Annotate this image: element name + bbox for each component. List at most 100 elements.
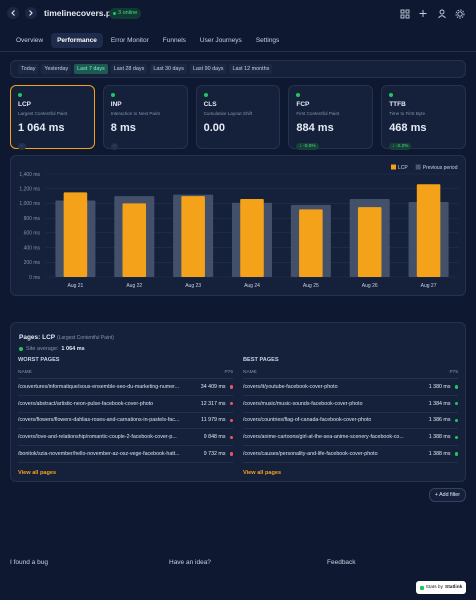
page-path: /covers/causes/personality-and-life-face… xyxy=(243,451,378,458)
range-pill[interactable]: Yesterday xyxy=(41,64,72,74)
page-value: 1 388 ms xyxy=(429,451,458,457)
range-pill[interactable]: Last 12 months xyxy=(229,64,273,74)
back-button[interactable] xyxy=(7,7,19,19)
grid-icon xyxy=(405,9,410,14)
metric-card[interactable]: CLS Cumulative Layout Shift 0.00 xyxy=(195,85,281,149)
footer-link[interactable]: I found a bug xyxy=(10,559,48,566)
bar xyxy=(299,209,323,277)
tab[interactable]: Performance xyxy=(51,33,103,48)
page-path: /covers/it/youtube-facebook-cover-photo xyxy=(243,383,338,390)
metric-value: 884 ms xyxy=(296,122,334,134)
metric-card[interactable]: FCP First Contentful Paint 884 ms ↓ -0.5% xyxy=(288,85,374,150)
tab[interactable]: User Journeys xyxy=(199,37,242,44)
site-title: timelinecovers.pro xyxy=(44,8,120,18)
range-pill[interactable]: Last 7 days xyxy=(74,64,108,74)
page-p75: 12 317 ms xyxy=(200,400,226,407)
y-tick-label: 0 ms xyxy=(29,275,40,281)
site-average: Site average: 1 064 ms xyxy=(19,346,85,352)
online-badge: 3 online xyxy=(109,8,142,19)
footer-link[interactable]: Feedback xyxy=(327,559,356,566)
page-path: /covers/love-and-relationship/romantic-c… xyxy=(18,434,177,441)
page-value: 1 388 ms xyxy=(429,434,458,440)
bar xyxy=(122,203,147,277)
metric-delta: ↓ -2.2% xyxy=(389,143,412,150)
add-icon[interactable] xyxy=(419,10,427,17)
legend-swatch xyxy=(415,164,421,170)
metric-value: 8 ms xyxy=(110,122,136,134)
tab[interactable]: Error Monitor xyxy=(110,37,149,44)
range-pill[interactable]: Today xyxy=(18,64,39,74)
add-filter-button[interactable]: + Add filter xyxy=(428,488,466,502)
range-pill[interactable]: Last 28 days xyxy=(110,64,148,74)
badge-logo xyxy=(419,585,424,590)
x-tick-label: Aug 24 xyxy=(244,283,260,289)
y-tick-label: 1,200 ms xyxy=(19,187,40,193)
page-p75: 1 388 ms xyxy=(428,434,451,441)
range-pill[interactable]: Last 90 days xyxy=(189,64,227,74)
page-p75: 1 384 ms xyxy=(428,400,451,407)
y-tick-label: 600 ms xyxy=(24,231,41,237)
page-row[interactable]: /covers/music/music-sounds-facebook-cove… xyxy=(243,396,458,413)
status-dot xyxy=(296,93,301,97)
footer-link[interactable]: Have an idea? xyxy=(169,559,211,566)
view-all-link[interactable]: View all pages xyxy=(243,469,282,476)
status-dot xyxy=(18,93,22,97)
legend-swatch xyxy=(391,164,396,170)
metric-cards: LCP Largest Contentful Paint 1 064 ms - INP I… xyxy=(10,85,466,150)
value-header: P75 xyxy=(449,370,458,375)
metric-subtitle: Interaction to Next Paint xyxy=(110,111,160,116)
status-dot xyxy=(229,401,233,406)
back-icon xyxy=(11,10,15,16)
metric-subtitle: First Contentful Paint xyxy=(296,111,340,116)
page-row[interactable]: /couvertures/informatique/sous-ensemble-… xyxy=(18,379,233,396)
page-row[interactable]: /covers/countries/flag-of-canada-faceboo… xyxy=(243,413,458,430)
metric-name: INP xyxy=(110,101,122,108)
metric-subtitle: Time to First Byte xyxy=(389,111,426,116)
range-pill[interactable]: Last 30 days xyxy=(150,64,187,74)
view-all-link[interactable]: View all pages xyxy=(18,469,57,476)
metric-card[interactable]: INP Interaction to Next Paint 8 ms - xyxy=(102,85,188,150)
page-value: 1 384 ms xyxy=(429,401,458,407)
x-tick-label: Aug 25 xyxy=(303,283,319,289)
settings-icon[interactable] xyxy=(457,11,463,17)
tab[interactable]: Settings xyxy=(255,37,280,44)
page-p75: 1 388 ms xyxy=(428,451,451,458)
page-row[interactable]: /bonitok/szia-november/hello-november-az… xyxy=(18,446,233,463)
best-pages: BEST PAGES NAME P75/covers/it/youtube-face… xyxy=(243,357,458,476)
worst-pages: WORST PAGES NAME P75/couvertures/informati… xyxy=(18,357,233,476)
grid-icon[interactable] xyxy=(400,9,405,14)
pages-heading: Pages: LCP (Largest Contentful Paint) xyxy=(19,334,114,341)
tab-bar: Overview Performance Error Monitor Funnels U… xyxy=(10,33,285,48)
page-path: /bonitok/szia-november/hello-november-az… xyxy=(18,451,180,458)
status-dot xyxy=(229,452,233,456)
page-p75: 9 848 ms xyxy=(203,434,226,441)
metric-value: 0.00 xyxy=(203,122,226,134)
y-tick-label: 1,400 ms xyxy=(19,172,40,178)
x-tick-label: Aug 22 xyxy=(126,283,142,289)
tab[interactable]: Funnels xyxy=(162,37,186,44)
metric-card[interactable]: TTFB Time to First Byte 468 ms ↓ -2.2% xyxy=(381,85,466,150)
page-value: 9 732 ms xyxy=(204,451,233,457)
page-row[interactable]: /covers/love-and-relationship/romantic-c… xyxy=(18,429,233,447)
metric-delta: - xyxy=(110,143,119,150)
x-tick-label: Aug 26 xyxy=(362,283,378,289)
metric-subtitle: Largest Contentful Paint xyxy=(18,111,68,116)
metric-card[interactable]: LCP Largest Contentful Paint 1 064 ms - xyxy=(10,85,95,150)
tab[interactable]: Overview xyxy=(16,37,44,44)
page-row[interactable]: /covers/flowers/flowers-dahlias-roses-an… xyxy=(18,413,233,430)
page-row[interactable]: /covers/it/youtube-facebook-cover-photo 1… xyxy=(243,379,458,396)
table-header: NAME P75 xyxy=(243,370,458,379)
page-row[interactable]: /covers/abstract/artistic-neon-pulse-fac… xyxy=(18,396,233,413)
page-row[interactable]: /covers/causes/personality-and-life-face… xyxy=(243,446,458,463)
badge-brand: Statlink xyxy=(445,585,463,590)
forward-button[interactable] xyxy=(25,7,37,19)
y-tick-label: 800 ms xyxy=(24,216,41,222)
stats-badge[interactable]: Stats by Statlink xyxy=(416,581,466,594)
header-icons xyxy=(7,7,465,19)
online-count: 3 online xyxy=(118,10,138,16)
page-value: 11 979 ms xyxy=(201,417,233,423)
user-icon[interactable] xyxy=(439,9,445,15)
status-dot xyxy=(389,93,394,97)
status-dot xyxy=(454,435,458,440)
page-row[interactable]: /covers/anime-cartoons/girl-at-the-sea-a… xyxy=(243,429,458,447)
